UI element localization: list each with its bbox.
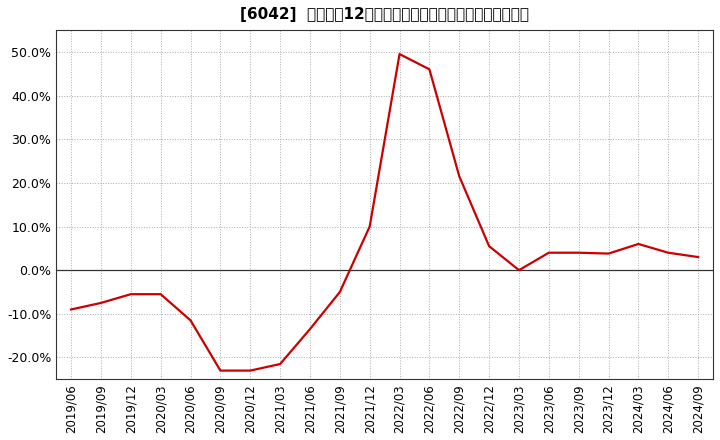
Title: [6042]  売上高の12か月移動合計の対前年同期増減率の推移: [6042] 売上高の12か月移動合計の対前年同期増減率の推移 bbox=[240, 7, 529, 22]
